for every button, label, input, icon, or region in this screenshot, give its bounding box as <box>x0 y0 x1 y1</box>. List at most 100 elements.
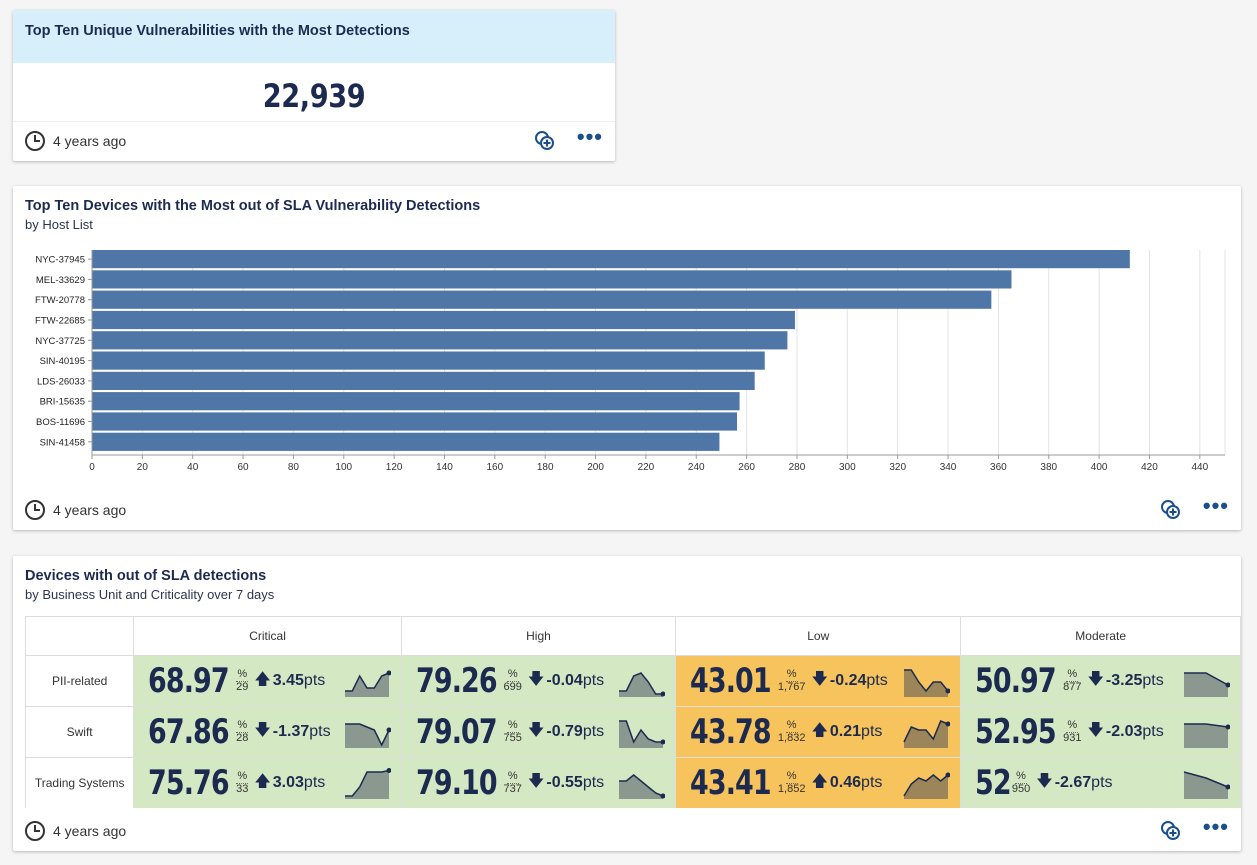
arrow-down-icon: 🡇 <box>1036 772 1053 790</box>
sparkline-area <box>344 724 389 748</box>
bar[interactable] <box>92 371 755 390</box>
bar[interactable] <box>92 250 1130 269</box>
sparkline <box>1184 723 1230 748</box>
sparkline-endpoint <box>660 739 666 745</box>
y-category-label: SIN-41458 <box>40 437 85 448</box>
sparkline-area <box>904 775 949 799</box>
metric-denominator: % 931 <box>1063 718 1082 744</box>
x-tick-label: 120 <box>386 462 403 473</box>
metric-cell[interactable]: 67.86 % 28 🡇 -1.37 pts <box>133 706 402 758</box>
metric-delta: -3.25 <box>1105 672 1143 689</box>
card-footer: 4 years ago ••• <box>13 811 1241 851</box>
unique-vulns-card: Top Ten Unique Vulnerabilities with the … <box>13 10 615 161</box>
sparkline-line <box>619 774 664 797</box>
sparkline-line <box>903 774 949 797</box>
bar[interactable] <box>92 290 992 309</box>
sparkline-line <box>1184 723 1229 728</box>
more-options-icon[interactable]: ••• <box>1202 814 1229 839</box>
criticality-grid: Critical High Low Moderate PII-related 68… <box>25 616 1241 808</box>
metric-cell[interactable]: 68.97 % 29 🡅 3.45 pts <box>133 655 402 707</box>
metric-value: 79.07 <box>415 712 498 752</box>
metric-delta: -0.04 <box>546 672 583 689</box>
sparkline-endpoint <box>660 691 666 697</box>
metric-delta: -0.24 <box>829 672 867 689</box>
metric-cell[interactable]: 43.01% 1,767 🡇 -0.24 pts <box>675 655 962 707</box>
add-to-dashboard-icon[interactable] <box>533 129 557 153</box>
column-header: Moderate <box>960 616 1241 656</box>
x-tick-label: 400 <box>1091 462 1108 473</box>
sparkline-endpoint <box>945 772 951 778</box>
sparkline <box>903 772 951 799</box>
pts-unit: pts <box>861 723 883 740</box>
bar[interactable] <box>92 270 1012 289</box>
pts-unit: pts <box>582 774 605 791</box>
arrow-down-icon: 🡇 <box>527 772 545 790</box>
metric-cell[interactable]: 50.97 % 877 🡇 -3.25 pts <box>960 655 1241 707</box>
sparkline-endpoint <box>386 670 391 676</box>
metric-denominator: % 29 <box>236 667 249 693</box>
card-title: Top Ten Devices with the Most out of SLA… <box>25 198 481 214</box>
sparkline <box>1184 672 1230 697</box>
metric-denominator: % 755 <box>503 718 522 744</box>
metric-cell[interactable]: 79.26 % 699 🡇 -0.04 pts <box>400 655 677 707</box>
pts-unit: pts <box>582 723 605 740</box>
metric-cell[interactable]: 43.41% 1,852 🡅 0.46 pts <box>675 757 962 808</box>
bar[interactable] <box>92 310 795 330</box>
metric-cell[interactable]: 43.78% 1,832 🡅 0.21 pts <box>675 706 962 758</box>
pts-unit: pts <box>866 672 888 689</box>
y-category-label: BRI-15635 <box>40 397 85 408</box>
bar-chart: 0 20 40 60 80 100 120 140 160 180 200 220 240 260 280 3… <box>35 250 1226 473</box>
sparkline <box>344 768 391 799</box>
pts-unit: pts <box>582 672 605 689</box>
sparkline-area <box>904 721 949 748</box>
sparkline-endpoint <box>660 793 666 799</box>
metric-denominator: % 699 <box>503 667 522 693</box>
sparkline-line <box>1183 771 1229 788</box>
metric-cell[interactable]: 75.76 % 33 🡅 3.03 pts <box>133 757 402 808</box>
card-header: Top Ten Unique Vulnerabilities with the … <box>13 10 615 63</box>
add-to-dashboard-icon[interactable] <box>1159 498 1183 522</box>
x-tick-label: 240 <box>688 462 705 473</box>
metric-delta: -2.67 <box>1054 774 1092 791</box>
arrow-down-icon: 🡇 <box>1087 670 1104 688</box>
bar[interactable] <box>92 351 765 370</box>
more-options-icon[interactable]: ••• <box>1202 493 1229 518</box>
sparkline <box>619 774 666 799</box>
x-tick-label: 140 <box>436 462 453 473</box>
add-to-dashboard-icon[interactable] <box>1159 819 1183 843</box>
metric-delta: -1.37 <box>272 723 310 740</box>
metric-denominator: % 950 <box>1011 769 1031 795</box>
x-tick-label: 300 <box>839 462 856 473</box>
arrow-down-icon: 🡇 <box>1087 721 1104 739</box>
metric-value: 67.86 <box>148 712 230 752</box>
metric-cell[interactable]: 79.10 % 737 🡇 -0.55 pts <box>400 757 677 808</box>
metric-value: 79.26 <box>415 661 498 701</box>
arrow-up-icon: 🡅 <box>254 670 271 688</box>
x-tick-label: 200 <box>587 462 604 473</box>
x-tick-label: 60 <box>238 462 250 473</box>
sparkline-line <box>1184 672 1229 686</box>
x-tick-label: 80 <box>288 462 300 473</box>
bar[interactable] <box>92 412 738 431</box>
metric-value: 43.41 <box>690 763 772 803</box>
metric-denominator: % 1,852 <box>777 769 806 795</box>
bar[interactable] <box>92 392 740 411</box>
updated-time: 4 years ago <box>53 133 127 149</box>
metric-cell[interactable]: 52.95 % 931 🡇 -2.03 pts <box>960 706 1241 758</box>
arrow-up-icon: 🡅 <box>811 721 828 739</box>
sparkline-line <box>904 669 949 693</box>
x-tick-label: 440 <box>1191 462 1208 473</box>
metric-denominator: % 33 <box>236 769 249 795</box>
sparkline-line <box>344 769 389 797</box>
x-tick-label: 100 <box>335 462 352 473</box>
more-options-icon[interactable]: ••• <box>576 124 603 149</box>
corner-cell <box>25 616 135 656</box>
metric-cell[interactable]: 52% 950 🡇 -2.67 pts <box>960 757 1241 808</box>
bar[interactable] <box>92 432 720 451</box>
metric-cell[interactable]: 79.07 % 755 🡇 -0.79 pts <box>400 706 677 758</box>
y-category-label: SIN-40195 <box>40 356 85 367</box>
bar[interactable] <box>92 331 788 350</box>
x-tick-label: 260 <box>738 462 755 473</box>
sparkline <box>344 670 391 697</box>
clock-icon <box>25 821 45 841</box>
